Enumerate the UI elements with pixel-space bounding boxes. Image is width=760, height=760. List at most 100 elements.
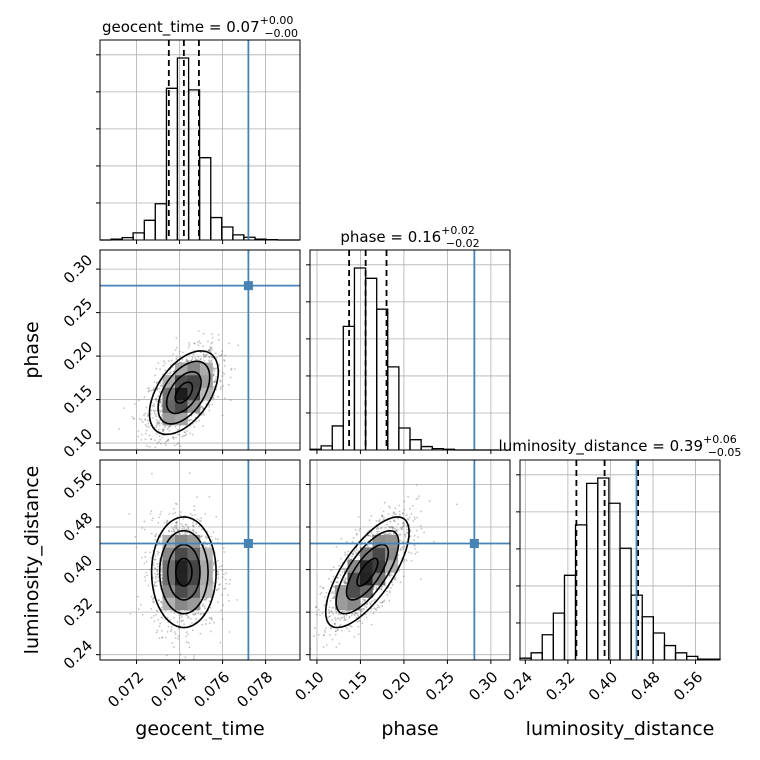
- scatter-point: [203, 356, 205, 359]
- scatter-point: [334, 623, 336, 626]
- scatter-point: [380, 588, 383, 591]
- scatter-point: [363, 608, 365, 610]
- scatter-point: [220, 354, 223, 357]
- scatter-point: [146, 445, 148, 448]
- hist-bar-phase-9: [409, 439, 422, 450]
- scatter-point: [402, 575, 405, 578]
- density-content-geocent-time-luminosity-distance: [128, 472, 239, 660]
- scatter-point: [215, 515, 218, 518]
- scatter-point: [163, 521, 166, 524]
- scatter-point: [137, 399, 140, 402]
- scatter-point: [158, 391, 161, 393]
- scatter-point: [370, 531, 373, 534]
- scatter-point: [200, 528, 203, 531]
- scatter-point: [405, 514, 408, 516]
- scatter-point: [343, 615, 346, 617]
- y-tick-label-geocent-time-luminosity-distance-1: 0.32: [60, 594, 96, 630]
- scatter-point: [210, 616, 212, 619]
- scatter-point: [395, 578, 397, 581]
- scatter-point: [228, 600, 230, 602]
- scatter-point: [201, 413, 204, 416]
- scatter-point: [334, 617, 336, 620]
- scatter-point: [144, 412, 147, 415]
- scatter-point: [144, 579, 147, 582]
- scatter-point: [159, 536, 162, 538]
- scatter-point: [153, 439, 156, 442]
- scatter-point: [335, 646, 338, 648]
- scatter-point: [174, 425, 177, 428]
- title-phase-plus: +0.02: [441, 224, 475, 237]
- scatter-point: [177, 532, 180, 535]
- scatter-point: [403, 509, 406, 511]
- scatter-point: [342, 567, 344, 570]
- scatter-point: [413, 539, 416, 541]
- scatter-point: [156, 565, 159, 568]
- scatter-point: [162, 428, 165, 431]
- scatter-point: [328, 615, 331, 618]
- scatter-point: [172, 529, 175, 532]
- scatter-point: [170, 610, 173, 612]
- scatter-point: [205, 353, 208, 356]
- scatter-point: [175, 436, 177, 439]
- scatter-point: [345, 582, 347, 585]
- scatter-point: [168, 360, 170, 362]
- x-tick-label-phase-luminosity-distance-2: 0.20: [378, 668, 414, 704]
- scatter-point: [455, 503, 458, 506]
- scatter-point: [204, 513, 207, 515]
- scatter-point: [391, 581, 393, 584]
- scatter-point: [175, 521, 177, 524]
- scatter-point: [393, 520, 396, 523]
- scatter-point: [167, 625, 170, 628]
- scatter-point: [178, 350, 181, 353]
- scatter-point: [357, 625, 360, 628]
- scatter-point: [409, 529, 412, 532]
- scatter-point: [201, 535, 203, 537]
- scatter-point: [188, 359, 190, 362]
- scatter-point: [333, 586, 336, 588]
- y-axis-label-phase: phase: [21, 321, 43, 378]
- scatter-point: [147, 412, 149, 415]
- scatter-point: [193, 613, 196, 616]
- scatter-point: [213, 621, 216, 624]
- scatter-point: [176, 356, 178, 358]
- scatter-point: [381, 601, 383, 604]
- scatter-point: [145, 429, 148, 432]
- scatter-point: [131, 415, 134, 418]
- scatter-point: [219, 380, 222, 383]
- scatter-point: [354, 612, 357, 615]
- scatter-point: [147, 584, 150, 587]
- scatter-point: [376, 532, 378, 535]
- scatter-point: [192, 613, 194, 615]
- contour-geocent-time-phase-3: [148, 350, 220, 436]
- scatter-point: [156, 610, 159, 613]
- title-geocent-time-minus: −0.00: [264, 27, 298, 40]
- scatter-point: [322, 646, 325, 648]
- scatter-point: [348, 615, 351, 618]
- scatter-point: [198, 519, 201, 522]
- scatter-point: [123, 407, 125, 409]
- scatter-point: [174, 502, 177, 505]
- scatter-point: [331, 607, 334, 609]
- scatter-point: [179, 653, 182, 656]
- scatter-point: [157, 395, 160, 397]
- scatter-point: [156, 544, 159, 546]
- scatter-point: [156, 562, 159, 565]
- scatter-point: [216, 573, 219, 576]
- scatter-point: [136, 595, 139, 598]
- y-tick-label-geocent-time-luminosity-distance-3: 0.48: [60, 509, 96, 545]
- scatter-point: [141, 613, 144, 616]
- scatter-point: [149, 551, 151, 554]
- scatter-point: [414, 547, 417, 550]
- scatter-point: [353, 636, 356, 638]
- scatter-point: [186, 360, 189, 363]
- scatter-point: [133, 403, 136, 405]
- y-tick-label-geocent-time-phase-1: 0.15: [60, 381, 96, 417]
- scatter-point: [373, 607, 376, 610]
- title-phase: phase = 0.16+0.02 −0.02: [340, 224, 479, 250]
- scatter-point: [210, 535, 213, 538]
- scatter-point: [204, 607, 206, 610]
- scatter-point: [215, 367, 218, 370]
- scatter-point: [220, 386, 222, 389]
- scatter-point: [203, 360, 206, 362]
- scatter-point: [158, 387, 161, 390]
